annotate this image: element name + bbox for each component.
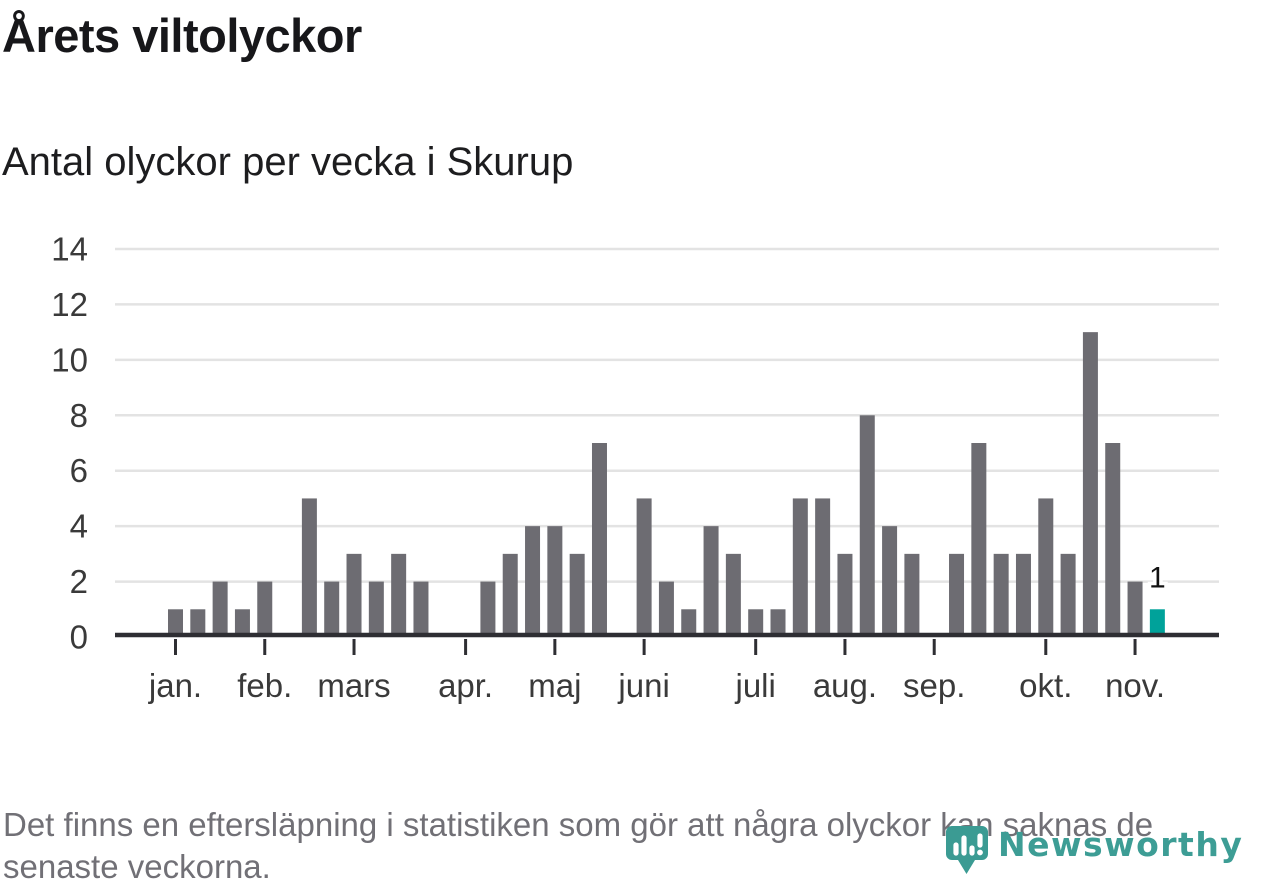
bar-value-label: 1 [1149,561,1166,594]
x-axis-label: feb. [237,667,292,704]
y-axis-label: 4 [70,508,88,545]
y-axis-label: 2 [70,563,88,600]
x-axis-label: juni [617,667,669,704]
y-axis-label: 14 [51,231,88,268]
bar [658,581,674,637]
bar [949,553,965,637]
bar [234,609,250,637]
bar [636,498,652,637]
bar [837,553,853,637]
bar [859,415,875,637]
bar [681,609,697,637]
bar [1015,553,1031,637]
x-axis-label: nov. [1105,667,1165,704]
newsworthy-logo: Newsworthy [946,818,1243,876]
x-axis-label: maj [528,667,581,704]
bar [525,526,541,637]
bar [324,581,340,637]
y-axis-label: 12 [51,286,88,323]
bar [591,443,607,637]
bar [212,581,228,637]
x-axis-label: mars [317,667,390,704]
bar [346,553,362,637]
x-axis-label: jan. [148,667,202,704]
x-axis-label: apr. [438,667,493,704]
y-axis-label: 6 [70,452,88,489]
bar [815,498,831,637]
logo-exclamation-dot [977,849,983,856]
bar [725,553,741,637]
bar [569,553,585,637]
chart-subtitle: Antal olyckor per vecka i Skurup [2,140,574,184]
newsworthy-pin-barchart-icon [946,826,988,874]
bar [368,581,384,637]
bar [703,526,719,637]
bar-chart: jan. feb. mars apr. maj juni juli aug. sep. okt. n… [51,231,1219,704]
bar [770,609,786,637]
x-axis-label: okt. [1019,667,1072,704]
bar [502,553,518,637]
x-axis-label: sep. [903,667,965,704]
highlight-bar [1149,609,1165,637]
bar [413,581,429,637]
bar [971,443,987,637]
bar [391,553,407,637]
bar [1105,443,1121,637]
logo-bar-glyphs [953,833,983,856]
bar [168,609,183,637]
bar [792,498,808,637]
y-axis-label: 0 [70,619,88,656]
logo-bubble-shape [946,826,988,874]
bar [1060,553,1076,637]
y-axis-label: 8 [70,397,88,434]
x-axis-label: aug. [813,667,877,704]
bar [257,581,273,637]
bar [904,553,920,637]
bar [1082,332,1098,637]
bar [882,526,898,637]
newsworthy-wordmark: Newsworthy [998,825,1244,864]
bar [1127,581,1143,637]
y-axis-label: 10 [51,341,88,378]
bar [480,581,496,637]
bar [1038,498,1054,637]
bar [547,526,563,637]
bar [301,498,317,637]
bar [748,609,764,637]
page-title: Årets viltolyckor [2,9,362,62]
bar [993,553,1009,637]
x-axis-label: juli [735,667,776,704]
bar [190,609,206,637]
